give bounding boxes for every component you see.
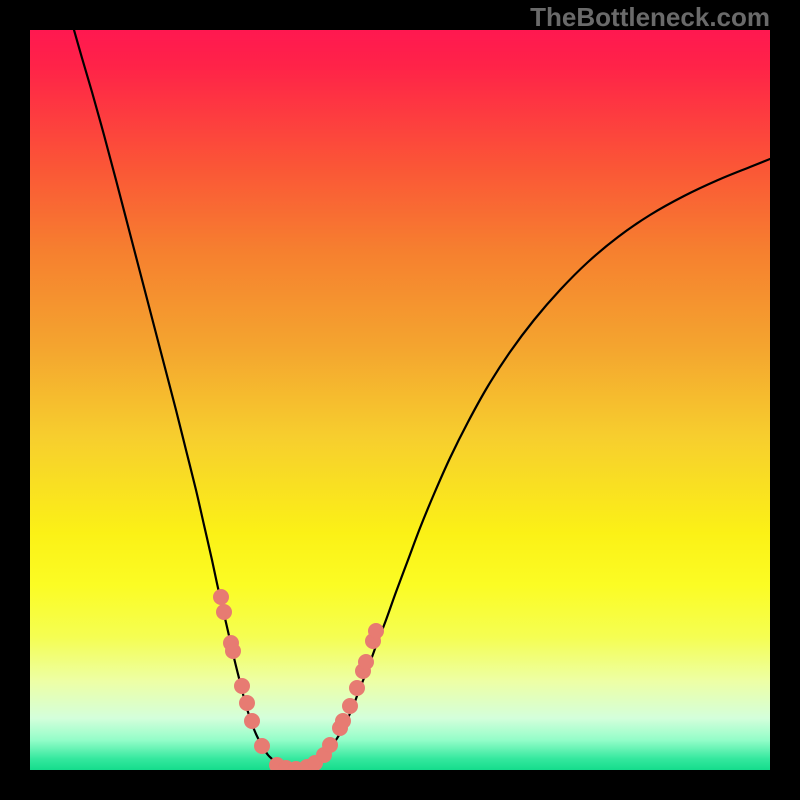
marker-dot: [369, 624, 384, 639]
marker-dot: [217, 605, 232, 620]
marker-dot: [226, 644, 241, 659]
marker-dot: [359, 655, 374, 670]
marker-dot: [245, 714, 260, 729]
chart-svg: [30, 30, 770, 770]
chart-container: TheBottleneck.com: [0, 0, 800, 800]
marker-dot: [255, 739, 270, 754]
watermark-text: TheBottleneck.com: [530, 2, 770, 33]
marker-dot: [240, 696, 255, 711]
marker-dot: [235, 679, 250, 694]
gradient-background: [30, 30, 770, 770]
marker-dot: [214, 590, 229, 605]
plot-area: [30, 30, 770, 770]
marker-dot: [350, 681, 365, 696]
marker-dot: [336, 714, 351, 729]
marker-dot: [343, 699, 358, 714]
marker-dot: [323, 738, 338, 753]
